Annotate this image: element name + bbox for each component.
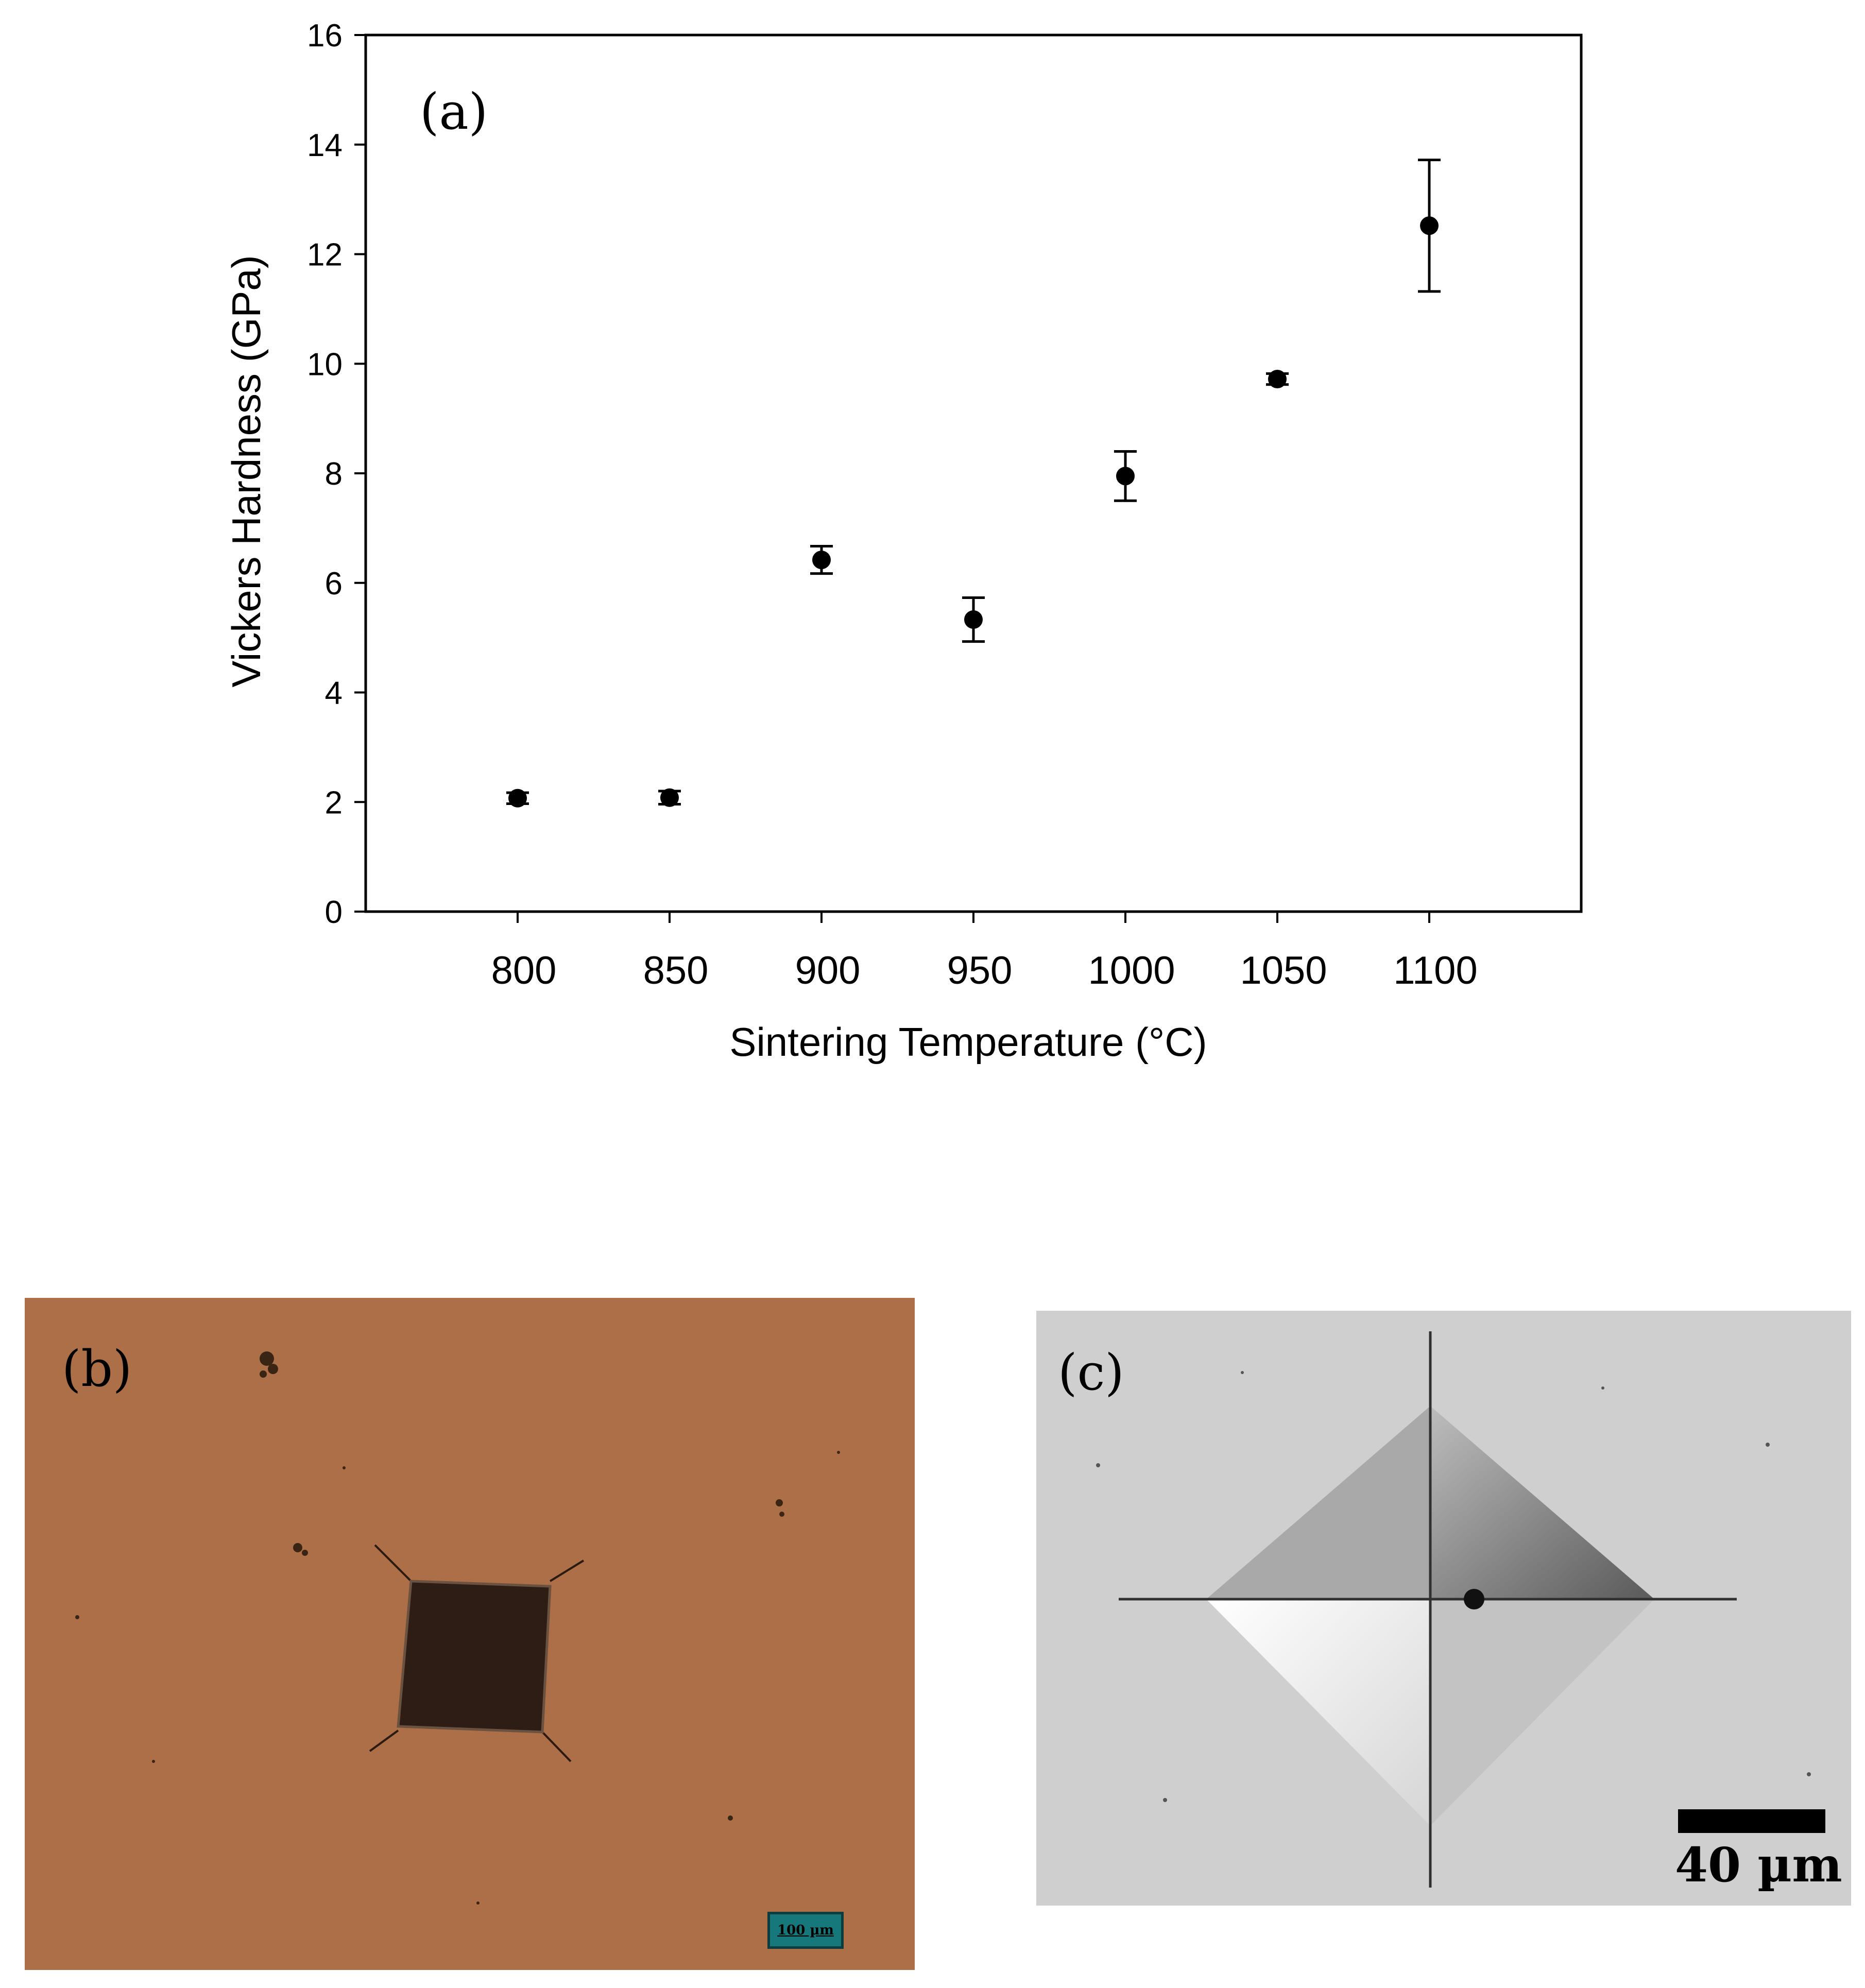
- y-tick-label: 6: [325, 566, 343, 602]
- marker: [1116, 467, 1135, 486]
- y-tick-label: 2: [325, 785, 343, 820]
- scale-bar-b: 100 µm: [767, 1912, 844, 1949]
- indent-image-b: [25, 1298, 915, 1970]
- scale-bar-c-label: 40 µm: [1675, 1837, 1842, 1893]
- x-tick-label: 950: [947, 949, 1013, 992]
- y-tick-label: 8: [325, 456, 343, 492]
- x-axis-title: Sintering Temperature (°C): [729, 1019, 1207, 1065]
- y-tick-label: 4: [325, 676, 343, 711]
- sem-micrograph-panel: (c) 40 µm: [1036, 1311, 1851, 1906]
- data-point: [962, 596, 985, 643]
- panel-label-c: (c): [1058, 1344, 1124, 1401]
- indent-image-c: [1036, 1311, 1851, 1906]
- panel-label-a: (a): [420, 83, 488, 141]
- data-point: [810, 544, 833, 575]
- y-axis: 0 2 4 6 8 10 12 14 16: [307, 18, 366, 930]
- y-tick-label: 16: [307, 18, 343, 54]
- y-tick-label: 14: [307, 128, 343, 163]
- hardness-chart: 0 2 4 6 8 10 12 14 16 800 850 900 950 1000 1050 1100 (…: [224, 18, 1583, 1065]
- marker: [660, 788, 679, 807]
- marker: [508, 789, 527, 808]
- x-tick-label: 1100: [1393, 949, 1477, 992]
- x-tick-label: 850: [643, 949, 709, 992]
- marker: [812, 551, 831, 570]
- panel-label-b: (b): [62, 1340, 132, 1398]
- x-tick-label: 1050: [1240, 949, 1327, 992]
- optical-micrograph-panel: (b) 100 µm: [25, 1298, 915, 1970]
- data-point: [658, 788, 681, 807]
- data-points: [506, 159, 1441, 808]
- data-point: [1114, 450, 1137, 502]
- data-point: [506, 789, 529, 808]
- y-tick-label: 0: [325, 895, 343, 930]
- x-tick-label: 1000: [1088, 949, 1175, 992]
- data-point: [1418, 159, 1441, 293]
- x-tick-label: 800: [491, 949, 557, 992]
- scale-bar-c: [1678, 1809, 1825, 1833]
- y-axis-title: Vickers Hardness (GPa): [224, 255, 269, 688]
- y-tick-label: 10: [307, 347, 343, 382]
- marker: [1268, 370, 1287, 389]
- data-point: [1266, 370, 1289, 389]
- marker: [964, 610, 983, 629]
- plot-frame: [364, 33, 1583, 913]
- marker: [1420, 216, 1439, 235]
- x-axis: 800 850 900 950 1000 1050 1100: [491, 912, 1478, 992]
- x-tick-label: 900: [795, 949, 861, 992]
- y-tick-label: 12: [307, 237, 343, 273]
